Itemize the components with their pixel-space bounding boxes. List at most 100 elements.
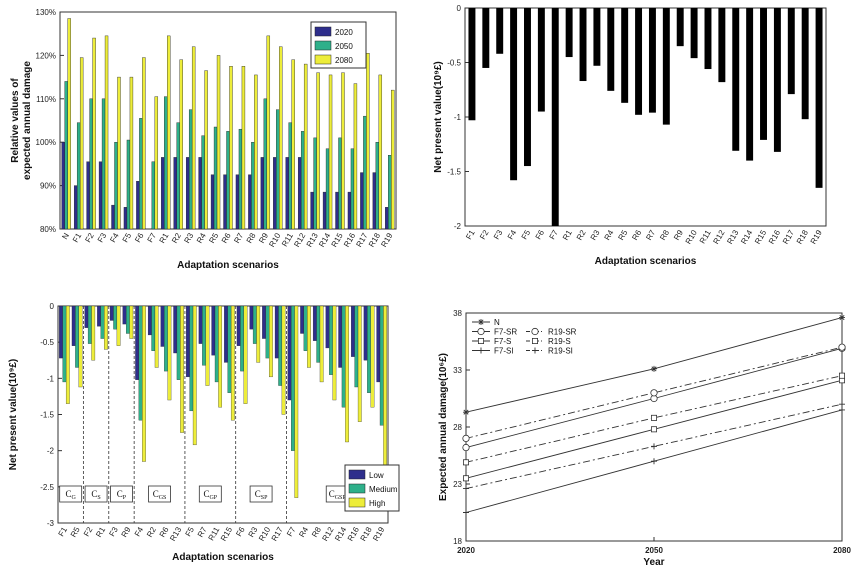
legend-swatch-High (348, 497, 366, 508)
bar-2020-F4 (111, 204, 115, 230)
y-axis-tick-label: 18 (453, 537, 462, 546)
y-axis-tick-label: -3 (47, 519, 55, 528)
bar-2080-R15 (341, 72, 345, 230)
bar-2080-F4 (117, 76, 121, 230)
bar-Low-R1 (97, 305, 101, 327)
group-label: CS (84, 485, 108, 503)
bar-Low-R12 (325, 305, 330, 349)
group-label-box (198, 485, 222, 503)
bar-R10 (690, 8, 698, 59)
bar-High-R14 (345, 305, 349, 443)
y-axis-tick-label: 0 (50, 302, 55, 311)
legend-label-2050: 2050 (335, 42, 353, 51)
x-axis-category-label: F2 (478, 228, 491, 241)
bar-R5 (621, 8, 629, 103)
x-axis-category-label: F7 (285, 525, 298, 538)
bar-2050-R19 (388, 155, 392, 230)
bar-2020-F3 (98, 161, 103, 230)
x-axis-category-label: R16 (767, 228, 782, 246)
x-axis-category-label: R4 (297, 525, 310, 539)
bar-2020-R6 (223, 174, 227, 230)
series-point-R19-S (462, 459, 469, 466)
x-axis-category-label: R5 (207, 231, 220, 245)
group-label-box (249, 485, 273, 503)
x-axis-category-label: R17 (270, 525, 285, 543)
bar-High-F1 (65, 305, 70, 404)
legend-label-R19-S: R19-S (548, 337, 571, 346)
bar-2050-R17 (363, 115, 367, 230)
x-axis-category-label: R9 (120, 525, 133, 539)
x-axis-title: Adaptation scenarios (177, 260, 279, 271)
bar-2020-R16 (347, 191, 352, 230)
legend-label-R19-SI: R19-SI (548, 347, 573, 356)
bar-2080-F6 (142, 57, 146, 230)
series-point-R19-SR (838, 343, 846, 351)
group-label-box (148, 485, 171, 503)
bar-R11 (704, 8, 712, 70)
bar-Medium-R11 (214, 305, 219, 383)
group-label-text: CGP (203, 489, 217, 501)
bar-Low-R15 (224, 305, 228, 363)
bar-Low-R18 (363, 305, 368, 361)
x-axis-category-label: R16 (346, 525, 361, 543)
bar-2050-F3 (101, 98, 106, 230)
bar-Low-R2 (147, 305, 152, 336)
x-axis-category-label: R11 (698, 228, 713, 245)
bar-2020-R10 (273, 157, 277, 230)
x-axis-category-label: R2 (575, 228, 588, 242)
series-point-R19-SI (839, 401, 845, 408)
bar-Medium-R12 (329, 305, 333, 375)
x-axis-category-label: R12 (292, 231, 307, 249)
x-axis-category-label: R6 (630, 228, 643, 242)
x-axis-category-label: R17 (354, 231, 369, 249)
bar-High-R19 (383, 305, 388, 471)
legend-marker-R19-SR (531, 327, 539, 336)
bar-2020-R5 (210, 174, 215, 230)
bar-High-R2 (154, 305, 159, 368)
bar-2020-R12 (297, 157, 302, 230)
bar-2020-F2 (86, 161, 90, 230)
bar-2050-R8 (251, 141, 255, 230)
bar-High-F3 (116, 305, 121, 346)
legend-label-R19-SR: R19-SR (548, 328, 577, 337)
x-axis-category-label: R15 (753, 228, 768, 246)
bar-2050-R7 (238, 128, 243, 230)
y-axis-tick-label: -1 (47, 374, 55, 383)
bar-High-R18 (370, 305, 375, 408)
series-point-R19-SR (462, 434, 470, 442)
group-label: CGP (198, 485, 222, 503)
bar-Low-R14 (338, 305, 343, 368)
x-axis-category-label: R15 (330, 231, 345, 249)
x-axis-title: Adaptation scenarios (595, 256, 697, 267)
bar-2050-R13 (313, 137, 317, 230)
bar-2020-N (61, 141, 65, 230)
bar-R18 (801, 8, 809, 120)
bar-2050-F5 (126, 139, 131, 230)
bar-2080-R9 (266, 35, 271, 230)
legend: 2020 2050 2080 (310, 21, 367, 69)
panel-npv-grouped: -3 -2.5 -2 -1.5 -1 -0.5 0 CG CS CP CGS CGP CSP CGSP F1… (8, 302, 400, 563)
legend-swatch-2050 (314, 40, 332, 51)
bar-Medium-R16 (354, 305, 359, 388)
series-point-R19-S (651, 414, 658, 421)
bar-F3 (496, 8, 504, 54)
series-point-F7-S (462, 475, 469, 482)
bar-Medium-R13 (176, 305, 181, 380)
x-axis-category-label: R10 (267, 231, 282, 249)
x-axis-category-label: R1 (561, 228, 574, 242)
x-axis-category-label: R19 (809, 228, 824, 246)
bar-Low-R16 (351, 305, 355, 357)
x-axis-category-label: F7 (548, 228, 561, 241)
y-axis-tick-label: 28 (453, 423, 462, 432)
y-axis-tick-label: 80% (40, 225, 56, 234)
bar-F7 (551, 8, 559, 226)
x-axis-category-label: R15 (219, 525, 234, 543)
bar-2020-F1 (73, 185, 78, 230)
bar-2050-R12 (300, 131, 305, 230)
x-axis-title: Adaptation scenarios (172, 552, 274, 563)
bar-2080-F2 (92, 37, 96, 230)
y-axis-title: Net present value(10⁹£) (433, 61, 444, 172)
bar-Medium-R9 (126, 305, 130, 334)
bar-High-R7 (205, 305, 210, 386)
